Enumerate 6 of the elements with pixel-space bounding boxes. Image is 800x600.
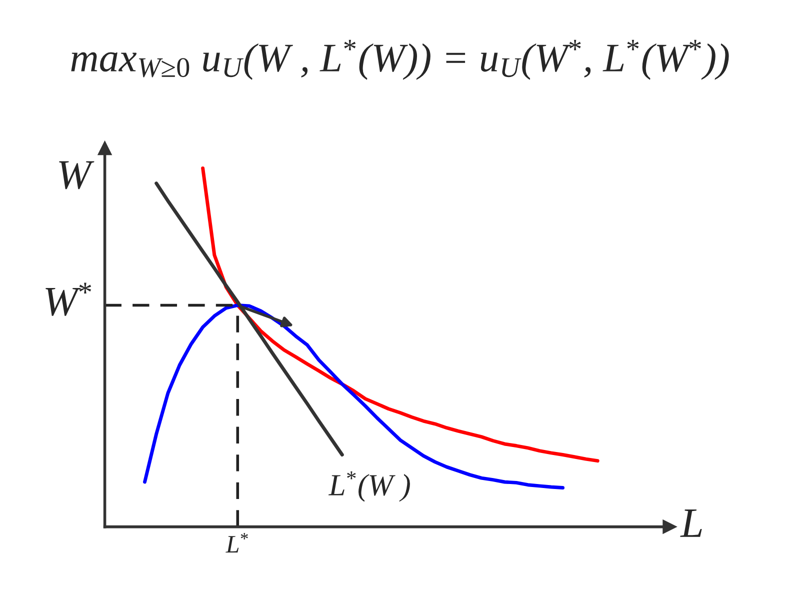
x-axis-title: L (680, 510, 702, 537)
ref-line-label: W$^{*}$ (46, 282, 92, 316)
annotation: L$^{*}$(W ) (328, 471, 410, 502)
text: L$^{*}$ (226, 532, 248, 552)
chart-title: max$_{W≥0}$ u$_{U}$(W , L$^{*}$(W)) = u$_{U}$(W$^{*}$, L$^{*}$(W$^{*}$)) (71, 40, 729, 80)
y-axis-title: W (59, 161, 94, 190)
